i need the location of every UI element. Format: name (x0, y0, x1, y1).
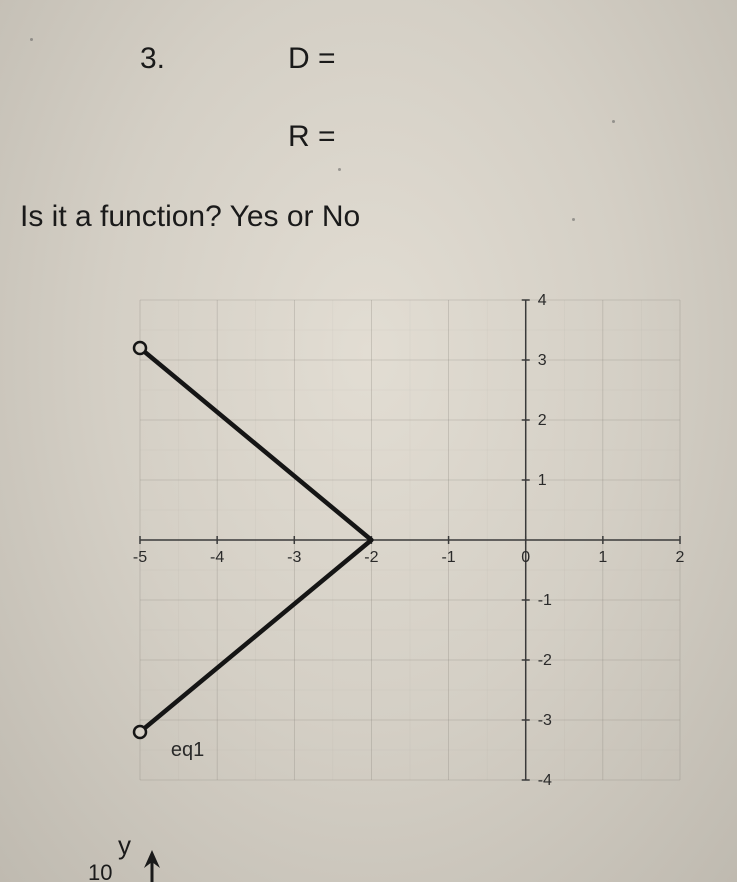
coordinate-graph: -5-4-3-2-1012-4-3-2-11234 eq1 (80, 280, 680, 800)
noise-dot (572, 218, 575, 221)
svg-text:-4: -4 (538, 772, 552, 789)
graph-container: -5-4-3-2-1012-4-3-2-11234 eq1 (80, 280, 680, 800)
y-axis-arrowhead-icon (140, 848, 164, 882)
y-axis-letter: y (118, 830, 131, 861)
svg-text:1: 1 (598, 549, 607, 566)
equation-label: eq1 (171, 739, 204, 761)
noise-dot (338, 168, 341, 171)
svg-text:eq1: eq1 (171, 739, 204, 761)
svg-text:-3: -3 (538, 712, 552, 729)
domain-label: D = (288, 42, 336, 76)
noise-dot (30, 38, 33, 41)
svg-text:3: 3 (538, 352, 547, 369)
svg-text:-5: -5 (133, 549, 147, 566)
svg-text:0: 0 (521, 549, 530, 566)
worksheet-page: 3. D = R = Is it a function? Yes or No -… (0, 0, 737, 882)
svg-text:-1: -1 (441, 549, 455, 566)
partial-number-below: 10 (88, 860, 112, 882)
noise-dot (612, 120, 615, 123)
question-number: 3. (140, 42, 165, 76)
range-label: R = (288, 120, 336, 154)
svg-text:2: 2 (538, 412, 547, 429)
svg-text:2: 2 (676, 549, 685, 566)
svg-text:-4: -4 (210, 549, 224, 566)
svg-text:4: 4 (538, 292, 547, 309)
svg-text:-2: -2 (538, 652, 552, 669)
svg-text:1: 1 (538, 472, 547, 489)
svg-text:-1: -1 (538, 592, 552, 609)
function-question: Is it a function? Yes or No (20, 200, 360, 234)
svg-text:-3: -3 (287, 549, 301, 566)
svg-text:-2: -2 (364, 549, 378, 566)
